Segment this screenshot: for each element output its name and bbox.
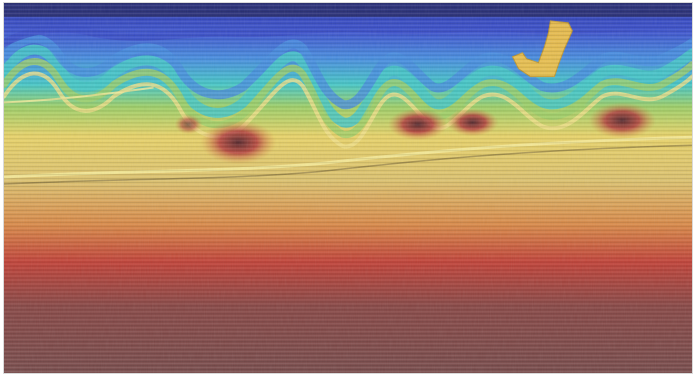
noise-texture xyxy=(4,3,692,373)
seismic-section-image xyxy=(3,2,693,374)
seismic-section-svg xyxy=(4,3,692,373)
